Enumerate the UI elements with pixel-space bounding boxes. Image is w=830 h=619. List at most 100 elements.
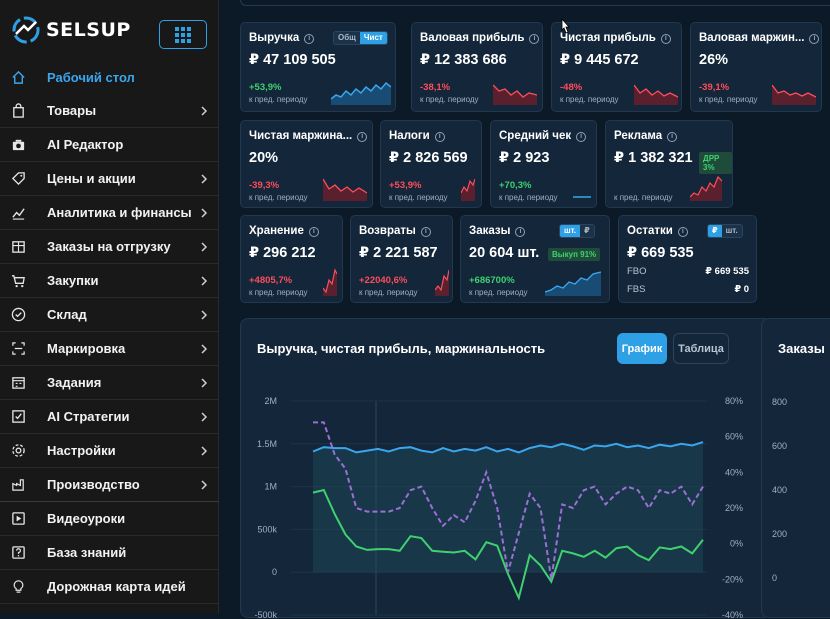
bulb-icon bbox=[9, 578, 27, 596]
stock-toggle[interactable]: ₽ шт. bbox=[707, 224, 743, 238]
line-chart: 2M 1.5M 1M 500k 0 -500k 80% 60% 40% 20% 0% -20% -40% bbox=[254, 396, 743, 619]
fbs-value: ₽ 0 bbox=[734, 284, 749, 295]
camera-icon bbox=[9, 136, 27, 154]
card-storage[interactable]: Хранение i ₽ 296 212 +4805,7% к пред. пер… bbox=[240, 215, 343, 303]
toggle-rub[interactable]: ₽ bbox=[708, 225, 722, 237]
y-left-tick: 2M bbox=[264, 396, 277, 406]
info-icon[interactable]: i bbox=[515, 227, 526, 237]
card-delta: +22040,6% bbox=[359, 275, 408, 286]
info-icon[interactable]: i bbox=[304, 34, 315, 44]
apps-grid-button[interactable] bbox=[159, 20, 207, 49]
trend-icon bbox=[9, 204, 27, 222]
orders-y-tick: 400 bbox=[772, 485, 788, 495]
sidebar-item-7[interactable]: Склад bbox=[0, 298, 219, 332]
sidebar-item-3[interactable]: Цены и акции bbox=[0, 162, 219, 196]
net-profit-line bbox=[312, 488, 704, 601]
info-icon[interactable]: i bbox=[660, 34, 671, 44]
sidebar-item-5[interactable]: Заказы на отгрузку bbox=[0, 230, 219, 264]
card-title: Средний чек bbox=[499, 130, 572, 142]
info-icon[interactable]: i bbox=[357, 132, 368, 142]
sidebar-item-15[interactable]: Дорожная карта идей bbox=[0, 570, 219, 604]
orders-toggle[interactable]: шт. ₽ bbox=[559, 224, 595, 238]
orders-y-tick: 600 bbox=[772, 441, 788, 451]
chevron-right-icon bbox=[201, 446, 208, 456]
card-value: ₽ 47 109 505 bbox=[249, 52, 336, 68]
chart-title: Выручка, чистая прибыль, маржинальность bbox=[257, 341, 546, 356]
card-gross-margin[interactable]: Валовая маржин... i 26% -39,1% к пред. пе… bbox=[690, 22, 822, 112]
chevron-right-icon bbox=[201, 412, 208, 422]
sidebar-item-label: Задания bbox=[47, 375, 102, 390]
main-area: Выручка i Общ Чист ₽ 47 109 505 +53,9% к п… bbox=[220, 0, 830, 619]
drr-badge: ДРР 3% bbox=[699, 152, 732, 174]
sidebar-item-label: Рабочий стол bbox=[47, 69, 135, 85]
top-bar bbox=[240, 0, 830, 6]
toggle-pcs[interactable]: шт. bbox=[560, 225, 581, 237]
chevron-right-icon bbox=[201, 106, 208, 116]
sidebar-item-14[interactable]: База знаний bbox=[0, 536, 219, 570]
card-stock[interactable]: Остатки i ₽ шт. ₽ 669 535 FBO ₽ 669 535 FBS… bbox=[618, 215, 757, 303]
info-icon[interactable]: i bbox=[434, 132, 445, 142]
card-value: ₽ 12 383 686 bbox=[420, 52, 507, 68]
card-taxes[interactable]: Налоги i ₽ 2 826 569 +53,9% к пред. перио… bbox=[380, 120, 482, 208]
card-period: к пред. периоду bbox=[249, 193, 308, 202]
card-avg-check[interactable]: Средний чек i ₽ 2 923 +70,3% к пред. пери… bbox=[490, 120, 597, 208]
chevron-right-icon bbox=[201, 276, 208, 286]
card-title: Выручка bbox=[249, 32, 300, 44]
sidebar-item-0[interactable]: Рабочий стол bbox=[0, 60, 219, 94]
stock-fbs-row: FBS ₽ 0 bbox=[627, 284, 749, 295]
chevron-right-icon bbox=[201, 208, 208, 218]
sidebar-item-1[interactable]: Товары bbox=[0, 94, 219, 128]
toggle-pcs[interactable]: шт. bbox=[721, 225, 742, 237]
info-icon[interactable]: i bbox=[529, 34, 540, 44]
card-ads[interactable]: Реклама i ₽ 1 382 321 ДРР 3% к пред. пери… bbox=[605, 120, 733, 208]
sidebar-item-2[interactable]: AI Редактор bbox=[0, 128, 219, 162]
toggle-net[interactable]: Чист bbox=[359, 32, 387, 44]
card-gross-profit[interactable]: Валовая прибыль i ₽ 12 383 686 -38,1% к п… bbox=[411, 22, 543, 112]
sidebar-item-10[interactable]: AI Стратегии bbox=[0, 400, 219, 434]
info-icon[interactable]: i bbox=[809, 34, 820, 44]
sidebar-item-label: Заказы на отгрузку bbox=[47, 239, 171, 254]
card-net-profit[interactable]: Чистая прибыль i ₽ 9 445 672 -48% к пред.… bbox=[551, 22, 682, 112]
box-icon bbox=[9, 238, 27, 256]
sidebar-item-8[interactable]: Маркировка bbox=[0, 332, 219, 366]
table-view-button[interactable]: Таблица bbox=[673, 333, 729, 364]
sidebar-item-label: Дорожная карта идей bbox=[47, 579, 186, 594]
card-value: 26% bbox=[699, 52, 729, 68]
info-icon[interactable]: i bbox=[308, 227, 319, 237]
y-right-tick: 40% bbox=[725, 467, 743, 477]
revenue-toggle[interactable]: Общ Чист bbox=[333, 31, 388, 45]
y-left-tick: 1.5M bbox=[257, 439, 277, 449]
card-title: Хранение bbox=[249, 225, 304, 237]
toggle-rub[interactable]: ₽ bbox=[580, 225, 594, 237]
sidebar-nav: Рабочий стол Товары AI Редактор Цены и акци… bbox=[0, 60, 219, 604]
sidebar-item-12[interactable]: Производство bbox=[0, 468, 219, 502]
info-icon[interactable]: i bbox=[576, 132, 587, 142]
sidebar-item-4[interactable]: Аналитика и финансы bbox=[0, 196, 219, 230]
revenue-chart-panel: Выручка, чистая прибыль, маржинальность … bbox=[240, 318, 772, 619]
sidebar-item-9[interactable]: Задания bbox=[0, 366, 219, 400]
orders-chart-panel: Заказы 800 600 400 200 0 bbox=[761, 318, 830, 618]
info-icon[interactable]: i bbox=[667, 132, 678, 142]
info-icon[interactable]: i bbox=[420, 227, 431, 237]
home-icon bbox=[9, 68, 27, 86]
card-orders[interactable]: Заказы i шт. ₽ 20 604 шт. Выкуп 91% +68670… bbox=[460, 215, 610, 303]
card-period: к пред. периоду bbox=[469, 288, 528, 297]
info-icon[interactable]: i bbox=[677, 227, 688, 237]
gross-profit-sparkline bbox=[493, 84, 537, 105]
card-returns[interactable]: Возвраты i ₽ 2 221 587 +22040,6% к пред. … bbox=[350, 215, 453, 303]
card-value: ₽ 296 212 bbox=[249, 245, 316, 261]
sidebar-item-label: База знаний bbox=[47, 545, 127, 560]
card-revenue[interactable]: Выручка i Общ Чист ₽ 47 109 505 +53,9% к п… bbox=[240, 22, 396, 112]
sidebar-item-label: Склад bbox=[47, 307, 87, 322]
sidebar-item-6[interactable]: Закупки bbox=[0, 264, 219, 298]
sidebar-item-11[interactable]: Настройки bbox=[0, 434, 219, 468]
card-delta: +53,9% bbox=[249, 82, 282, 93]
buyout-badge: Выкуп 91% bbox=[548, 248, 601, 261]
sidebar-item-13[interactable]: Видеоуроки bbox=[0, 502, 219, 536]
logo[interactable]: SELSUP bbox=[12, 16, 131, 44]
y-right-tick: 80% bbox=[725, 396, 743, 406]
card-net-margin[interactable]: Чистая маржина... i 20% -39,3% к пред. пе… bbox=[240, 120, 373, 208]
play-icon bbox=[9, 510, 27, 528]
toggle-total[interactable]: Общ bbox=[334, 32, 360, 44]
chart-view-button[interactable]: График bbox=[617, 333, 667, 364]
